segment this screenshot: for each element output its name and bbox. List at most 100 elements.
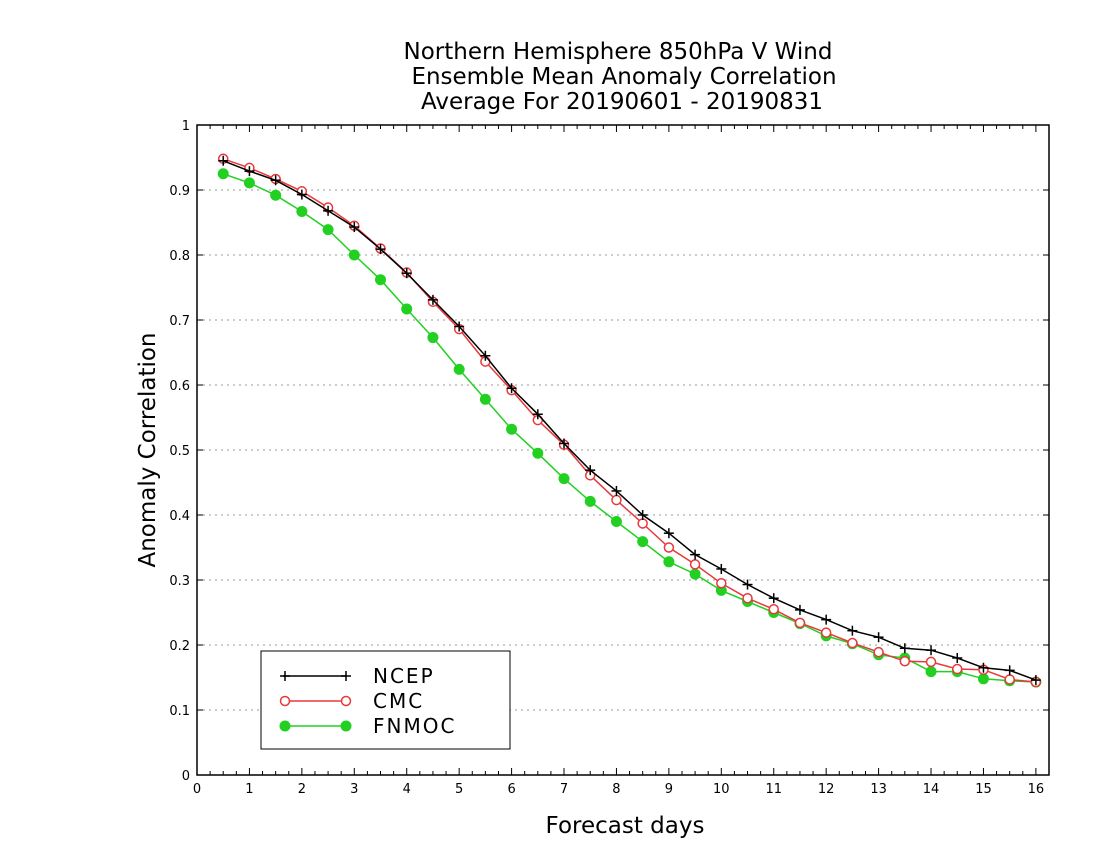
chart-title-line-3: Average For 20190601 - 20190831: [421, 89, 823, 115]
point-ncep-30: [1004, 665, 1015, 676]
legend-marker-right-fnmoc: [340, 720, 352, 732]
point-cmc-28: [951, 663, 963, 675]
legend-label-ncep: NCEP: [373, 664, 435, 688]
point-ncep-17: [663, 528, 674, 539]
point-ncep-14: [585, 465, 596, 476]
point-fnmoc-15: [610, 516, 622, 527]
x-tick-label-3: 3: [350, 782, 358, 797]
point-ncep-9: [454, 321, 465, 332]
y-tick-label-10: 1: [182, 119, 190, 134]
y-tick-label-7: 0.7: [169, 314, 190, 329]
y-tick-label-2: 0.2: [169, 639, 190, 654]
x-tick-label-11: 11: [765, 782, 782, 797]
point-cmc-24: [847, 637, 858, 649]
point-fnmoc-11: [506, 423, 518, 435]
legend-samples: [279, 671, 352, 732]
point-ncep-13: [559, 438, 570, 449]
chart-title-line-1: Northern Hemisphere 850hPa V Wind: [404, 39, 833, 65]
point-fnmoc-0: [217, 168, 229, 180]
x-tick-label-5: 5: [455, 782, 463, 797]
y-tick-label-9: 0.9: [169, 184, 190, 199]
point-ncep-19: [716, 563, 727, 574]
point-fnmoc-9: [453, 363, 465, 375]
y-tick-label-1: 0.1: [169, 704, 190, 719]
point-ncep-12: [532, 409, 543, 420]
point-cmc-21: [768, 604, 779, 615]
point-fnmoc-8: [427, 332, 439, 344]
point-fnmoc-2: [270, 189, 282, 201]
gridlines: [197, 189, 1049, 711]
x-tick-label-1: 1: [245, 782, 253, 797]
point-ncep-21: [768, 593, 779, 604]
point-cmc-30: [1004, 674, 1015, 685]
x-tick-label-4: 4: [403, 782, 411, 797]
point-fnmoc-17: [663, 556, 675, 568]
legend-marker-right-ncep: [341, 671, 351, 681]
y-tick-label-6: 0.6: [169, 379, 190, 394]
point-fnmoc-5: [348, 249, 360, 261]
x-tick-label-14: 14: [923, 782, 940, 797]
x-tick-label-15: 15: [975, 782, 992, 797]
point-fnmoc-12: [532, 447, 544, 459]
point-ncep-18: [690, 549, 701, 560]
point-ncep-6: [375, 244, 386, 255]
point-fnmoc-10: [479, 393, 491, 405]
point-fnmoc-18: [689, 568, 701, 580]
x-tick-label-7: 7: [560, 782, 568, 797]
point-ncep-31: [1030, 675, 1041, 686]
point-ncep-8: [427, 294, 438, 305]
y-tick-label-3: 0.3: [169, 574, 190, 589]
point-cmc-27: [925, 656, 937, 668]
point-fnmoc-16: [637, 536, 649, 548]
point-cmc-16: [637, 518, 648, 529]
point-ncep-0: [218, 155, 229, 166]
point-cmc-22: [794, 617, 806, 629]
point-ncep-27: [926, 645, 937, 656]
point-fnmoc-13: [558, 473, 570, 485]
axes: 00.10.20.30.40.50.60.70.80.910 1 2 3 4 5 6 7 8 9 1…: [169, 119, 1050, 797]
series-line-ncep: [222, 160, 1037, 681]
series-ncep: [218, 155, 1041, 686]
point-ncep-20: [742, 579, 753, 590]
point-ncep-22: [794, 604, 805, 615]
point-cmc-18: [689, 559, 701, 570]
point-ncep-3: [296, 189, 307, 200]
x-tick-label-8: 8: [612, 782, 620, 797]
legend: NCEP CMC FNMOC: [260, 650, 511, 750]
legend-box: [260, 650, 511, 750]
y-tick-label-8: 0.8: [169, 249, 190, 264]
point-cmc-17: [663, 542, 675, 553]
point-ncep-23: [821, 614, 832, 625]
point-cmc-26: [899, 656, 911, 667]
x-tick-label-2: 2: [298, 782, 306, 797]
x-tick-label-10: 10: [713, 782, 730, 797]
point-ncep-1: [244, 166, 255, 177]
data-series: [217, 153, 1042, 688]
point-cmc-19: [716, 578, 727, 589]
point-fnmoc-4: [322, 224, 334, 236]
point-cmc-23: [820, 627, 832, 638]
point-ncep-4: [323, 205, 334, 216]
point-fnmoc-6: [375, 274, 387, 286]
point-ncep-7: [401, 268, 412, 279]
point-ncep-2: [270, 175, 281, 186]
y-tick-label-0: 0: [182, 769, 190, 784]
point-cmc-20: [742, 592, 753, 604]
x-tick-label-16: 16: [1028, 782, 1045, 797]
point-fnmoc-7: [401, 303, 413, 315]
point-ncep-28: [952, 653, 963, 663]
point-fnmoc-29: [977, 673, 989, 685]
x-tick-label-13: 13: [870, 782, 887, 797]
point-fnmoc-3: [296, 205, 308, 217]
legend-marker-left-fnmoc: [279, 720, 291, 732]
point-ncep-26: [899, 643, 910, 654]
point-ncep-25: [873, 632, 884, 643]
legend-label-cmc: CMC: [373, 689, 424, 713]
point-ncep-11: [506, 383, 517, 394]
legend-marker-left-cmc: [279, 695, 291, 707]
legend-marker-right-cmc: [340, 695, 352, 707]
x-tick-label-6: 6: [507, 782, 515, 797]
y-tick-label-5: 0.5: [169, 444, 190, 459]
